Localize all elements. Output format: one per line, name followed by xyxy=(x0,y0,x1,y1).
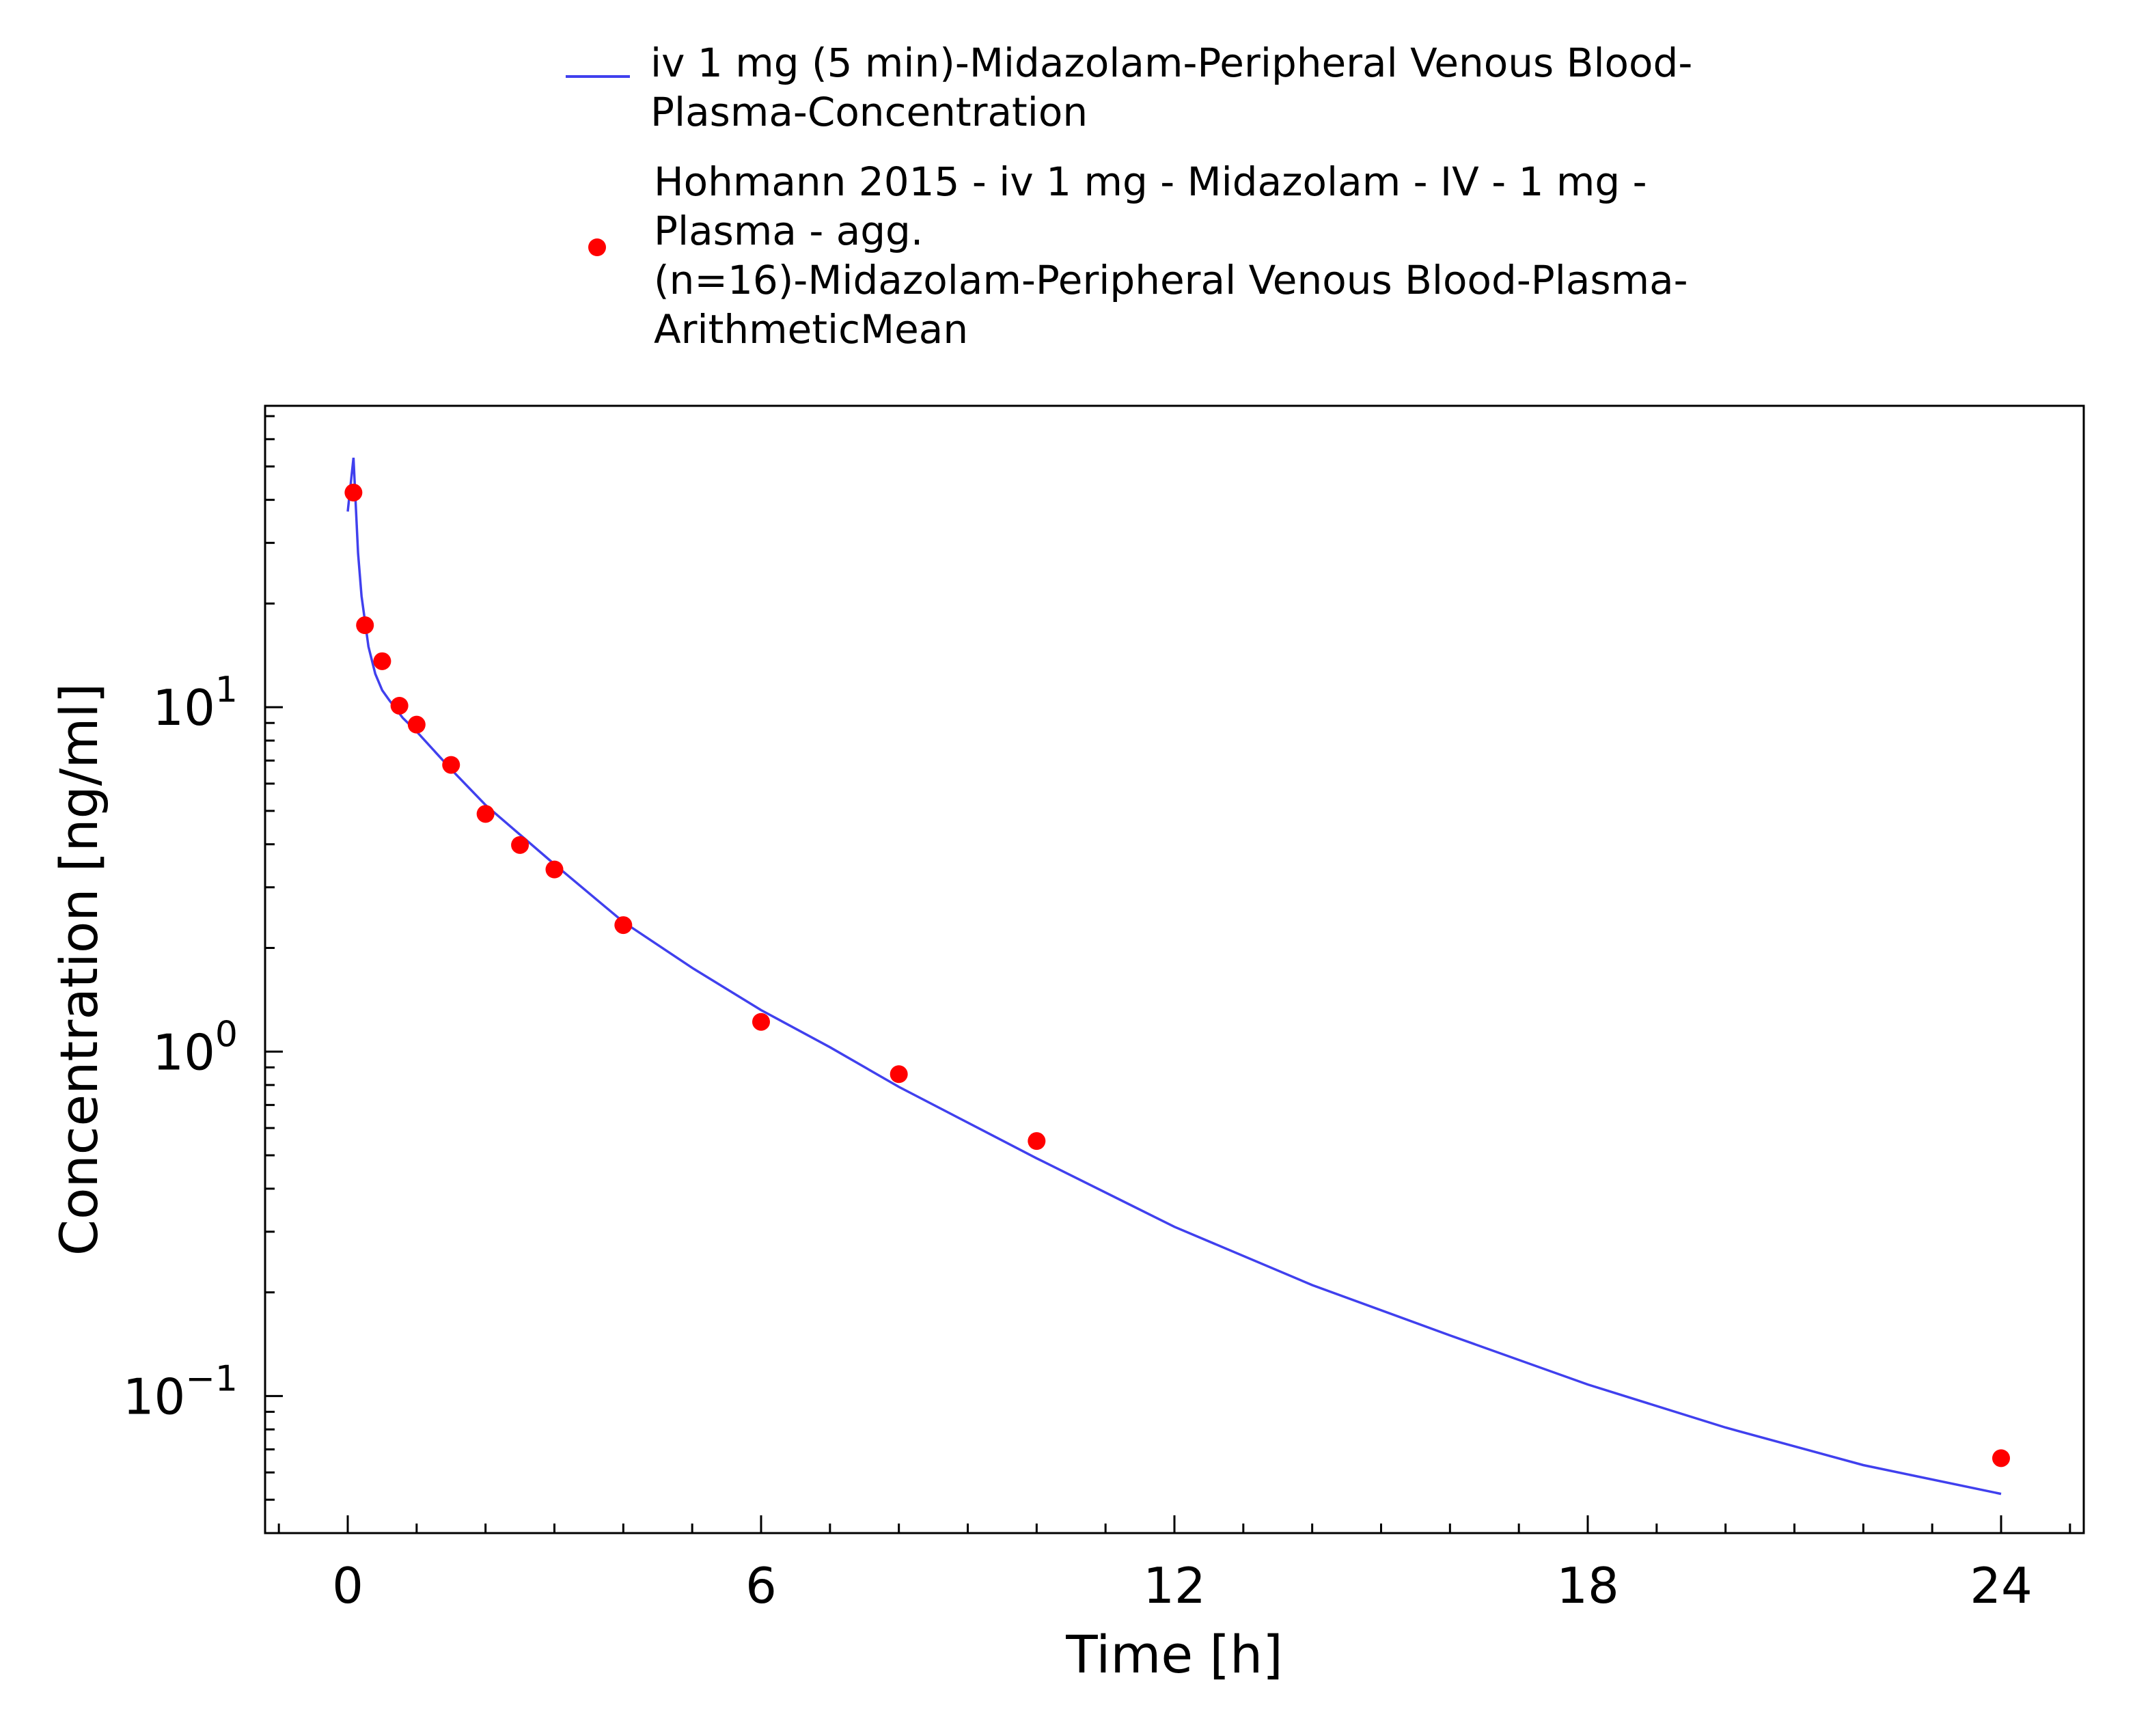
data-point xyxy=(1992,1449,2010,1468)
data-point xyxy=(614,916,633,935)
y-tick-label: 10−1 xyxy=(123,1358,238,1425)
x-axis: 0 6 12 18 24 xyxy=(277,1515,2071,1614)
x-tick-label: 12 xyxy=(1143,1557,1206,1614)
legend-label-dots: Hohmann 2015 - iv 1 mg - Midazolam - IV … xyxy=(654,159,1647,205)
data-point xyxy=(407,715,426,734)
y-tick-label: 100 xyxy=(152,1014,238,1081)
plot-frame xyxy=(264,404,2085,1534)
y-axis-title: Concentration [ng/ml] xyxy=(49,683,109,1256)
data-point xyxy=(1028,1132,1046,1151)
x-tick-label: 6 xyxy=(745,1557,777,1614)
data-point xyxy=(442,756,460,774)
legend-label-line: iv 1 mg (5 min)-Midazolam-Peripheral Ven… xyxy=(650,40,1692,86)
x-axis-title: Time [h] xyxy=(1065,1624,1283,1685)
series-line-0 xyxy=(346,457,2002,1496)
x-tick-label: 0 xyxy=(332,1557,363,1614)
data-point xyxy=(344,483,363,501)
legend-label-dots: (n=16)-Midazolam-Peripheral Venous Blood… xyxy=(654,257,1688,303)
data-point xyxy=(476,805,495,823)
y-tick-label: 101 xyxy=(152,670,238,736)
y-axis: 10−1 100 101 xyxy=(123,415,283,1534)
legend: iv 1 mg (5 min)-Midazolam-Peripheral Ven… xyxy=(566,40,1692,353)
data-point xyxy=(511,836,529,854)
x-tick-label: 24 xyxy=(1970,1557,2033,1614)
data-point xyxy=(356,616,374,635)
data-point xyxy=(373,652,391,670)
x-tick-label: 18 xyxy=(1556,1557,1619,1614)
legend-label-dots: ArithmeticMean xyxy=(654,306,968,353)
data-point xyxy=(545,860,564,879)
legend-label-dots: Plasma - agg. xyxy=(654,208,923,254)
data-point xyxy=(752,1012,770,1031)
plot-area xyxy=(344,457,2010,1496)
data-point xyxy=(890,1065,908,1084)
legend-label-line: Plasma-Concentration xyxy=(650,89,1088,135)
legend-dot-swatch xyxy=(588,238,606,256)
data-point xyxy=(390,696,409,715)
